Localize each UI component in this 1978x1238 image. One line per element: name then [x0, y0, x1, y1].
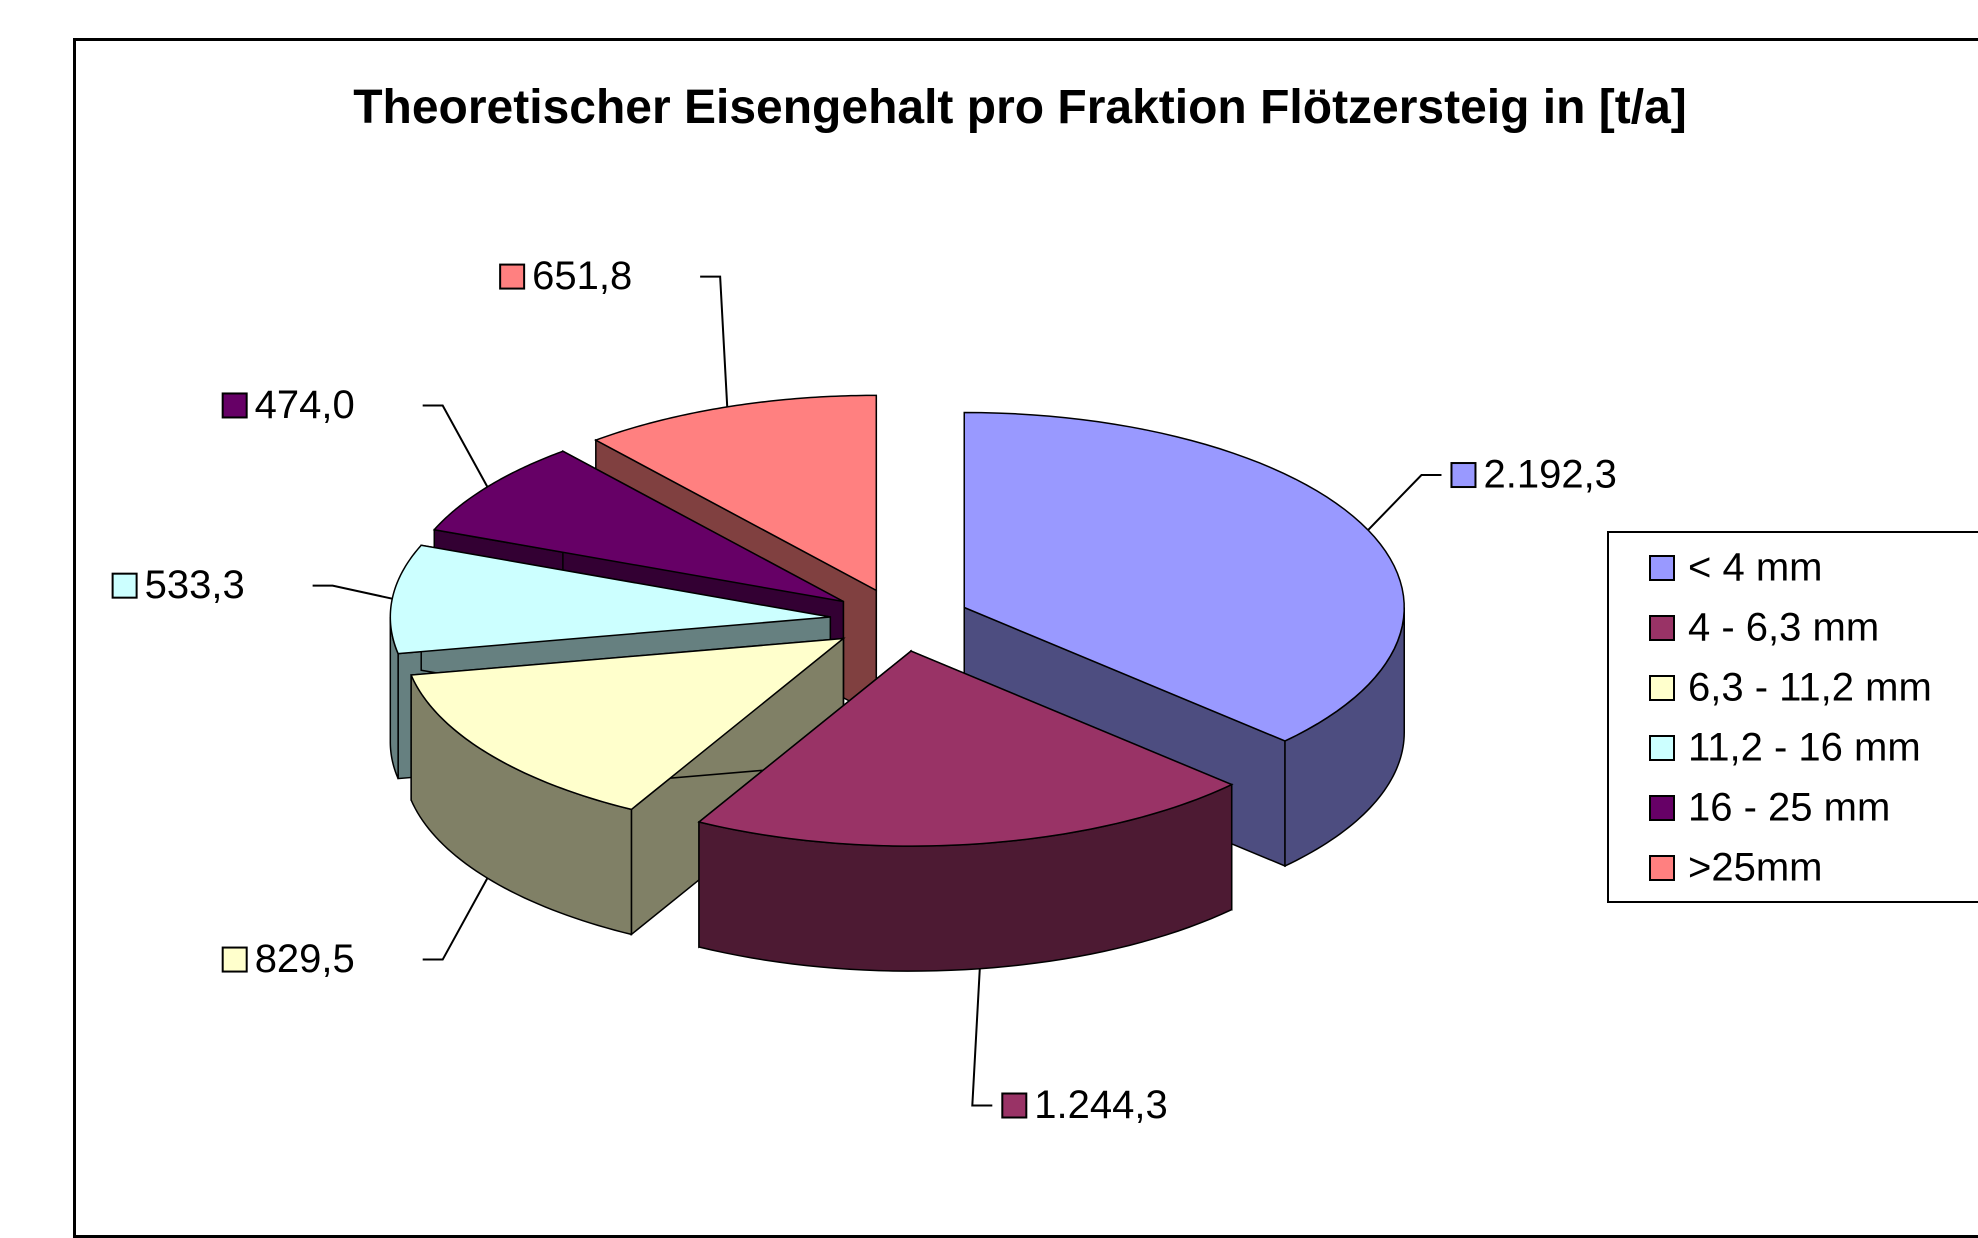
leader-line	[971, 968, 993, 1107]
leader-line	[422, 404, 489, 488]
data-label-key	[221, 946, 248, 973]
slice	[410, 637, 846, 811]
slice	[593, 394, 878, 592]
data-label-key	[499, 263, 526, 290]
legend-key	[1649, 555, 1675, 581]
legend-label: 16 - 25 mm	[1688, 786, 1890, 830]
data-label-key	[221, 392, 248, 419]
legend-key	[1649, 735, 1675, 761]
chart: 2.192,3 1.244,3 829,5 533,3 474,0 651,8 < 4 mm…	[111, 254, 1978, 1127]
legend-label: 11,2 - 16 mm	[1688, 726, 1921, 770]
data-label: 829,5	[255, 937, 355, 981]
data-label: 2.192,3	[1483, 453, 1616, 497]
legend-label: >25mm	[1688, 846, 1823, 890]
legend-key	[1649, 615, 1675, 641]
leader-line	[312, 584, 393, 600]
data-label: 533,3	[145, 563, 245, 607]
slice	[963, 411, 1405, 742]
data-label: 1.244,3	[1034, 1083, 1167, 1127]
data-label: 651,8	[532, 254, 632, 298]
legend-label: < 4 mm	[1688, 546, 1822, 590]
legend-key	[1649, 855, 1675, 881]
slice	[697, 650, 1234, 847]
leader-line	[422, 877, 489, 961]
legend-box	[1607, 531, 1978, 903]
leader-line	[1367, 474, 1442, 531]
legend-label: 4 - 6,3 mm	[1688, 606, 1879, 650]
data-label: 474,0	[255, 383, 355, 427]
leader-line	[700, 275, 729, 407]
legend-key	[1649, 675, 1675, 701]
legend-label: 6,3 - 11,2 mm	[1688, 666, 1932, 710]
data-label-key	[1001, 1092, 1028, 1119]
slice	[432, 450, 844, 603]
chart-title: Theoretischer Eisengehalt pro Fraktion F…	[353, 81, 1687, 134]
data-label-key	[1450, 462, 1477, 489]
data-label-key	[111, 572, 138, 599]
page: Theoretischer Eisengehalt pro Fraktion F…	[73, 38, 1978, 1238]
legend-key	[1649, 795, 1675, 821]
